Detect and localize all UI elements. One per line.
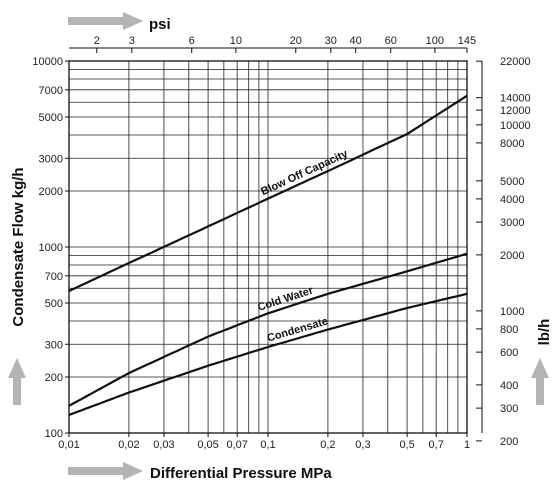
y-tick-label: 1000: [39, 242, 63, 254]
x2-tick-label: 145: [458, 35, 476, 47]
x-tick-label: 0,3: [355, 439, 370, 451]
y-tick-label: 500: [45, 298, 63, 310]
x2-tick-label: 3: [129, 35, 135, 47]
x-tick-label: 0,5: [399, 439, 414, 451]
y2-tick-label: 8000: [500, 138, 524, 150]
x2-tick-label: 6: [189, 35, 195, 47]
y2-tick-label: 14000: [500, 93, 531, 105]
y2-tick-label: 1000: [500, 306, 524, 318]
x-tick-label: 1: [464, 439, 470, 451]
grid-layer: [69, 61, 467, 433]
x2-tick-label: 10: [230, 35, 242, 47]
x-tick-label: 0,7: [429, 439, 444, 451]
series-label-3: Condensate: [266, 315, 330, 344]
y2-tick-label: 10000: [500, 120, 531, 132]
y2-tick-label: 3000: [500, 217, 524, 229]
series-label-2: Cold Water: [256, 284, 315, 313]
y2-tick-label: 12000: [500, 105, 531, 117]
x2-axis-title: psi: [149, 16, 171, 33]
x-tick-label: 0,01: [58, 439, 79, 451]
x-tick-label: 0,1: [260, 439, 275, 451]
series-line-1: [68, 94, 468, 292]
x-tick-label: 0,05: [197, 439, 218, 451]
y2-tick-label: 5000: [500, 176, 524, 188]
bottom-arrow: [68, 462, 143, 480]
y-tick-label: 10000: [32, 56, 63, 68]
y-tick-label: 100: [45, 428, 63, 440]
series-label-1: Blow Off Capacity: [259, 148, 350, 199]
y2-tick-label: 800: [500, 324, 518, 336]
x2-tick-label: 30: [325, 35, 337, 47]
x-tick-label: 0,02: [118, 439, 139, 451]
y2-axis-title: lb/h: [536, 319, 553, 346]
y-axis-title: Condensate Flow kg/h: [10, 167, 27, 326]
tick-layer: 0,01 0,02 0,03 0,05 0,07 0,1 0,2 0,3 0,5 0,7 1 2 3 6 1…: [32, 35, 530, 451]
y-tick-label: 5000: [39, 112, 63, 124]
series-line-3: [68, 292, 468, 417]
y2-tick-label: 4000: [500, 194, 524, 206]
y-tick-label: 7000: [39, 85, 63, 97]
x2-tick-label: 2: [94, 35, 100, 47]
x2-tick-label: 60: [385, 35, 397, 47]
y2-tick-label: 200: [500, 436, 518, 448]
y2-tick-label: 2000: [500, 250, 524, 262]
y-tick-label: 2000: [39, 186, 63, 198]
right-arrow: [531, 358, 549, 405]
x2-tick-label: 40: [350, 35, 362, 47]
y2-tick-label: 300: [500, 403, 518, 415]
y-tick-label: 700: [45, 271, 63, 283]
x2-tick-label: 20: [290, 35, 302, 47]
y2-tick-label: 400: [500, 380, 518, 392]
x-tick-label: 0,07: [226, 439, 247, 451]
x-tick-label: 0,2: [320, 439, 335, 451]
y-tick-label: 200: [45, 372, 63, 384]
y-tick-label: 3000: [39, 153, 63, 165]
left-arrow: [8, 358, 26, 405]
x-tick-label: 0,03: [153, 439, 174, 451]
x2-tick-label: 100: [426, 35, 444, 47]
y-tick-label: 300: [45, 339, 63, 351]
y2-tick-label: 600: [500, 347, 518, 359]
top-arrow: [68, 12, 143, 30]
series-line-2: [68, 252, 468, 407]
y2-tick-label: 22000: [500, 56, 531, 68]
x-axis-title: Differential Pressure MPa: [150, 465, 332, 482]
